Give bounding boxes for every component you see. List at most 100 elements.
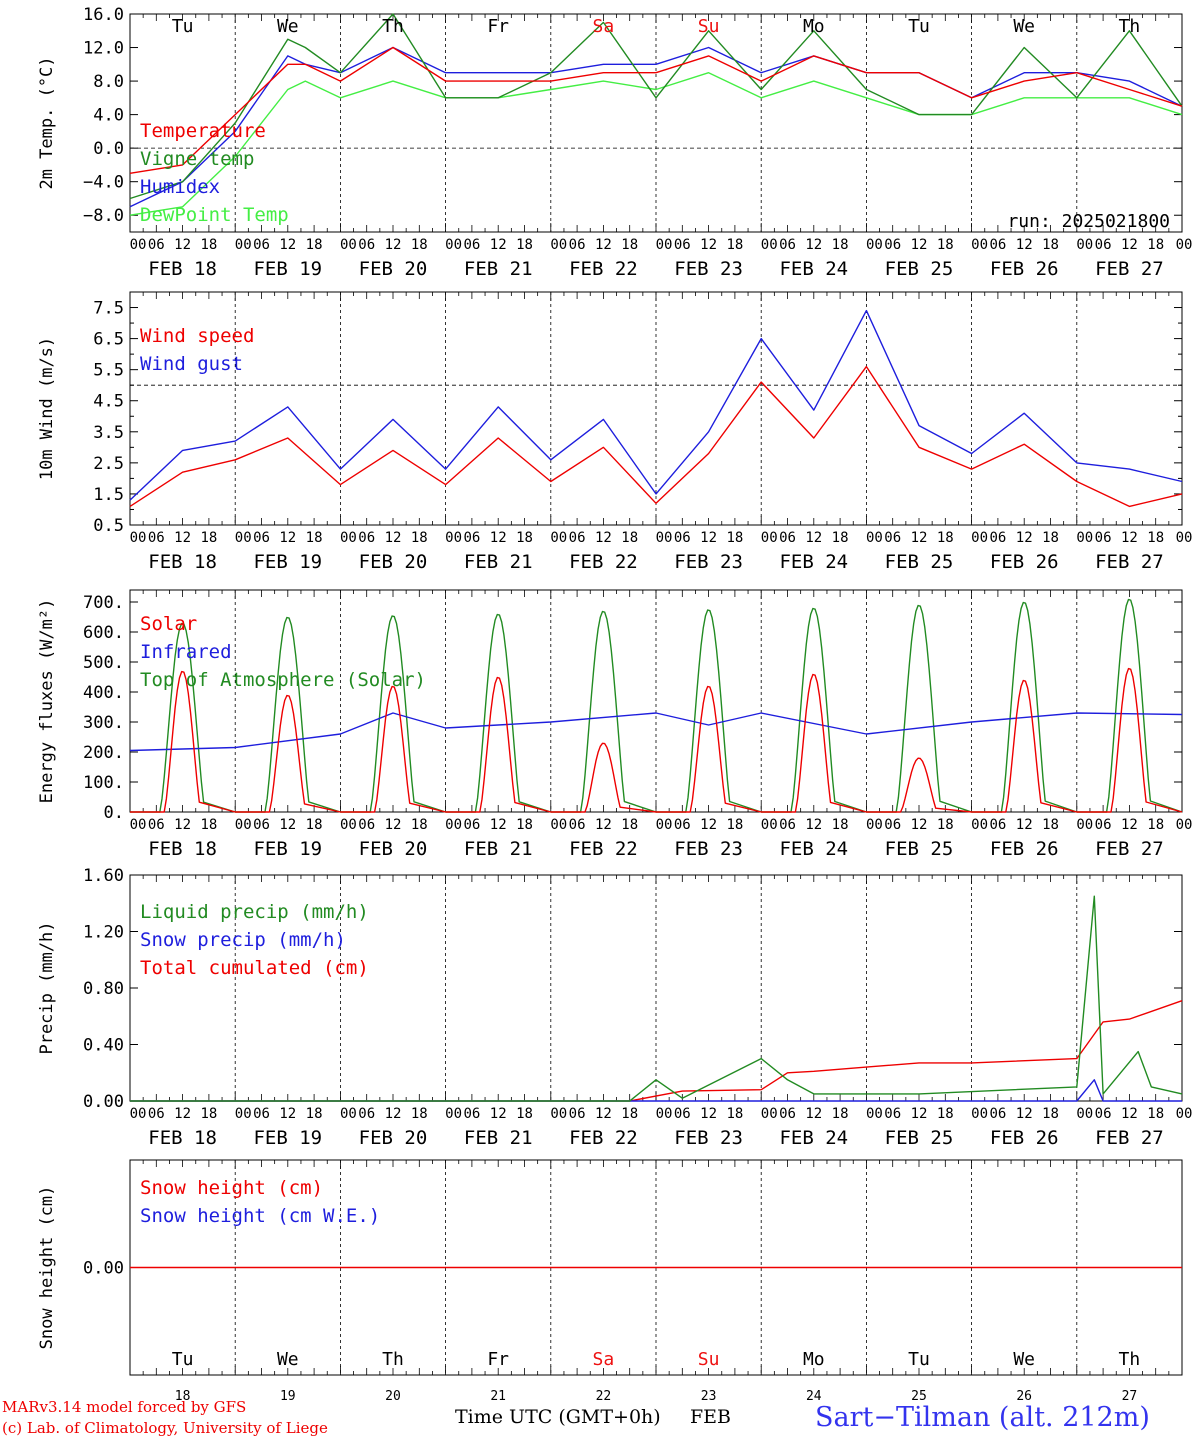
day-number: 23	[701, 1389, 717, 1404]
x-tick-label: 06	[779, 237, 796, 253]
x-tick-label: 00	[445, 237, 462, 253]
x-tick-label: 06	[989, 1106, 1006, 1122]
date-label: FEB 22	[569, 551, 638, 573]
date-label: FEB 19	[253, 838, 322, 860]
x-tick-label: 12	[174, 530, 191, 546]
x-tick-label: 06	[779, 1106, 796, 1122]
x-tick-label: 12	[490, 237, 507, 253]
series-line-temperature	[129, 46, 1183, 174]
date-label: FEB 21	[464, 551, 533, 573]
y-tick-label: 1.60	[83, 866, 124, 886]
x-tick-label: 00	[866, 530, 883, 546]
x-tick-label: 18	[726, 1106, 743, 1122]
x-tick-label: 18	[306, 1106, 323, 1122]
x-tick-label: 18	[200, 530, 217, 546]
x-tick-label: 00	[971, 1106, 988, 1122]
date-label: FEB 22	[569, 838, 638, 860]
x-tick-label: 06	[674, 817, 691, 833]
legend-entry: Liquid precip (mm/h)	[140, 901, 369, 923]
x-tick-label: 12	[279, 530, 296, 546]
x-tick-label: 12	[700, 1106, 717, 1122]
x-tick-label: 06	[569, 817, 586, 833]
x-tick-label: 06	[569, 237, 586, 253]
y-tick-label: 0.00	[83, 1259, 124, 1279]
legend-entry: Vigne temp	[140, 148, 254, 170]
legend-entry: Snow precip (mm/h)	[140, 929, 346, 951]
x-tick-label: 00	[761, 237, 778, 253]
x-tick-label: 18	[832, 817, 849, 833]
y-tick-label: 4.0	[93, 106, 124, 126]
date-label: FEB 23	[674, 838, 743, 860]
x-tick-label: 06	[884, 237, 901, 253]
weekday-label: We	[277, 16, 299, 37]
x-tick-label: 06	[358, 530, 375, 546]
date-label: FEB 18	[148, 551, 217, 573]
date-label: FEB 19	[253, 1127, 322, 1149]
x-tick-label: 12	[385, 237, 402, 253]
y-tick-label: 2.5	[93, 454, 124, 474]
y-axis-label: 10m Wind (m/s)	[37, 337, 57, 480]
x-tick-label: 12	[1121, 237, 1138, 253]
date-label: FEB 26	[990, 1127, 1059, 1149]
x-tick-label: 06	[463, 1106, 480, 1122]
x-tick-label: 06	[1095, 817, 1112, 833]
panel-2: 7.5 6.5 5.5 4.5 3.5 2.5 1.5 0.5 10m Wind (m/s) Wi…	[37, 291, 1192, 573]
weekday-label: Tu	[172, 1349, 194, 1370]
date-label: FEB 21	[464, 1127, 533, 1149]
x-tick-label: 12	[911, 817, 928, 833]
y-tick-label: 500.	[83, 653, 124, 673]
date-label: FEB 24	[779, 1127, 848, 1149]
day-number: 26	[1016, 1389, 1032, 1404]
y-tick-label: 5.5	[93, 361, 124, 381]
series-line-solar	[130, 667, 1183, 813]
x-tick-label: 12	[595, 1106, 612, 1122]
date-label: FEB 27	[1095, 258, 1164, 280]
x-tick-label: 00	[971, 530, 988, 546]
y-tick-label: 0.40	[83, 1036, 124, 1056]
x-tick-label: 12	[1016, 817, 1033, 833]
x-tick-label: 06	[148, 817, 165, 833]
date-label: FEB 27	[1095, 838, 1164, 860]
x-tick-label: 12	[805, 530, 822, 546]
x-tick-label: 18	[726, 530, 743, 546]
x-tick-label: 00	[130, 1106, 147, 1122]
x-tick-label: 06	[358, 1106, 375, 1122]
x-tick-label: 18	[306, 817, 323, 833]
x-tick-label: 00	[761, 817, 778, 833]
y-tick-label: 300.	[83, 713, 124, 733]
x-tick-label: 18	[726, 817, 743, 833]
legend-entry: Wind gust	[140, 353, 243, 375]
date-label: FEB 21	[464, 258, 533, 280]
weekday-label: Th	[382, 1349, 404, 1370]
x-tick-label: 00	[445, 530, 462, 546]
x-tick-label: 12	[1016, 237, 1033, 253]
x-tick-label: 06	[779, 530, 796, 546]
legend-entry: DewPoint Temp	[140, 204, 289, 226]
x-tick-label: 18	[200, 237, 217, 253]
x-tick-label: 00	[866, 817, 883, 833]
date-label: FEB 20	[359, 1127, 428, 1149]
x-tick-label: 12	[1016, 530, 1033, 546]
x-tick-label: 00	[340, 1106, 357, 1122]
x-tick-label: 12	[279, 237, 296, 253]
panel-3: 700. 600. 500. 400. 300. 200. 100. 0. Energy flu…	[37, 589, 1192, 860]
weekday-label: We	[277, 1349, 299, 1370]
x-tick-label: 00	[971, 817, 988, 833]
x-tick-label: 12	[385, 1106, 402, 1122]
weekday-label: Th	[382, 16, 404, 37]
y-tick-label: 700.	[83, 593, 124, 613]
day-number: 20	[385, 1389, 401, 1404]
x-tick-label: 12	[279, 817, 296, 833]
x-tick-label: 12	[490, 817, 507, 833]
x-tick-label: 12	[595, 237, 612, 253]
panel-5: 0.00 Snow height (cm) Snow height (cm) Snow…	[37, 1159, 1183, 1404]
x-tick-label: 12	[911, 1106, 928, 1122]
x-tick-label: 06	[463, 530, 480, 546]
x-tick-label: 06	[148, 530, 165, 546]
y-tick-label: 0.0	[93, 139, 124, 159]
x-tick-label: 12	[490, 530, 507, 546]
y-tick-label: 3.5	[93, 423, 124, 443]
x-tick-label: 06	[463, 237, 480, 253]
x-tick-label: 00	[656, 1106, 673, 1122]
